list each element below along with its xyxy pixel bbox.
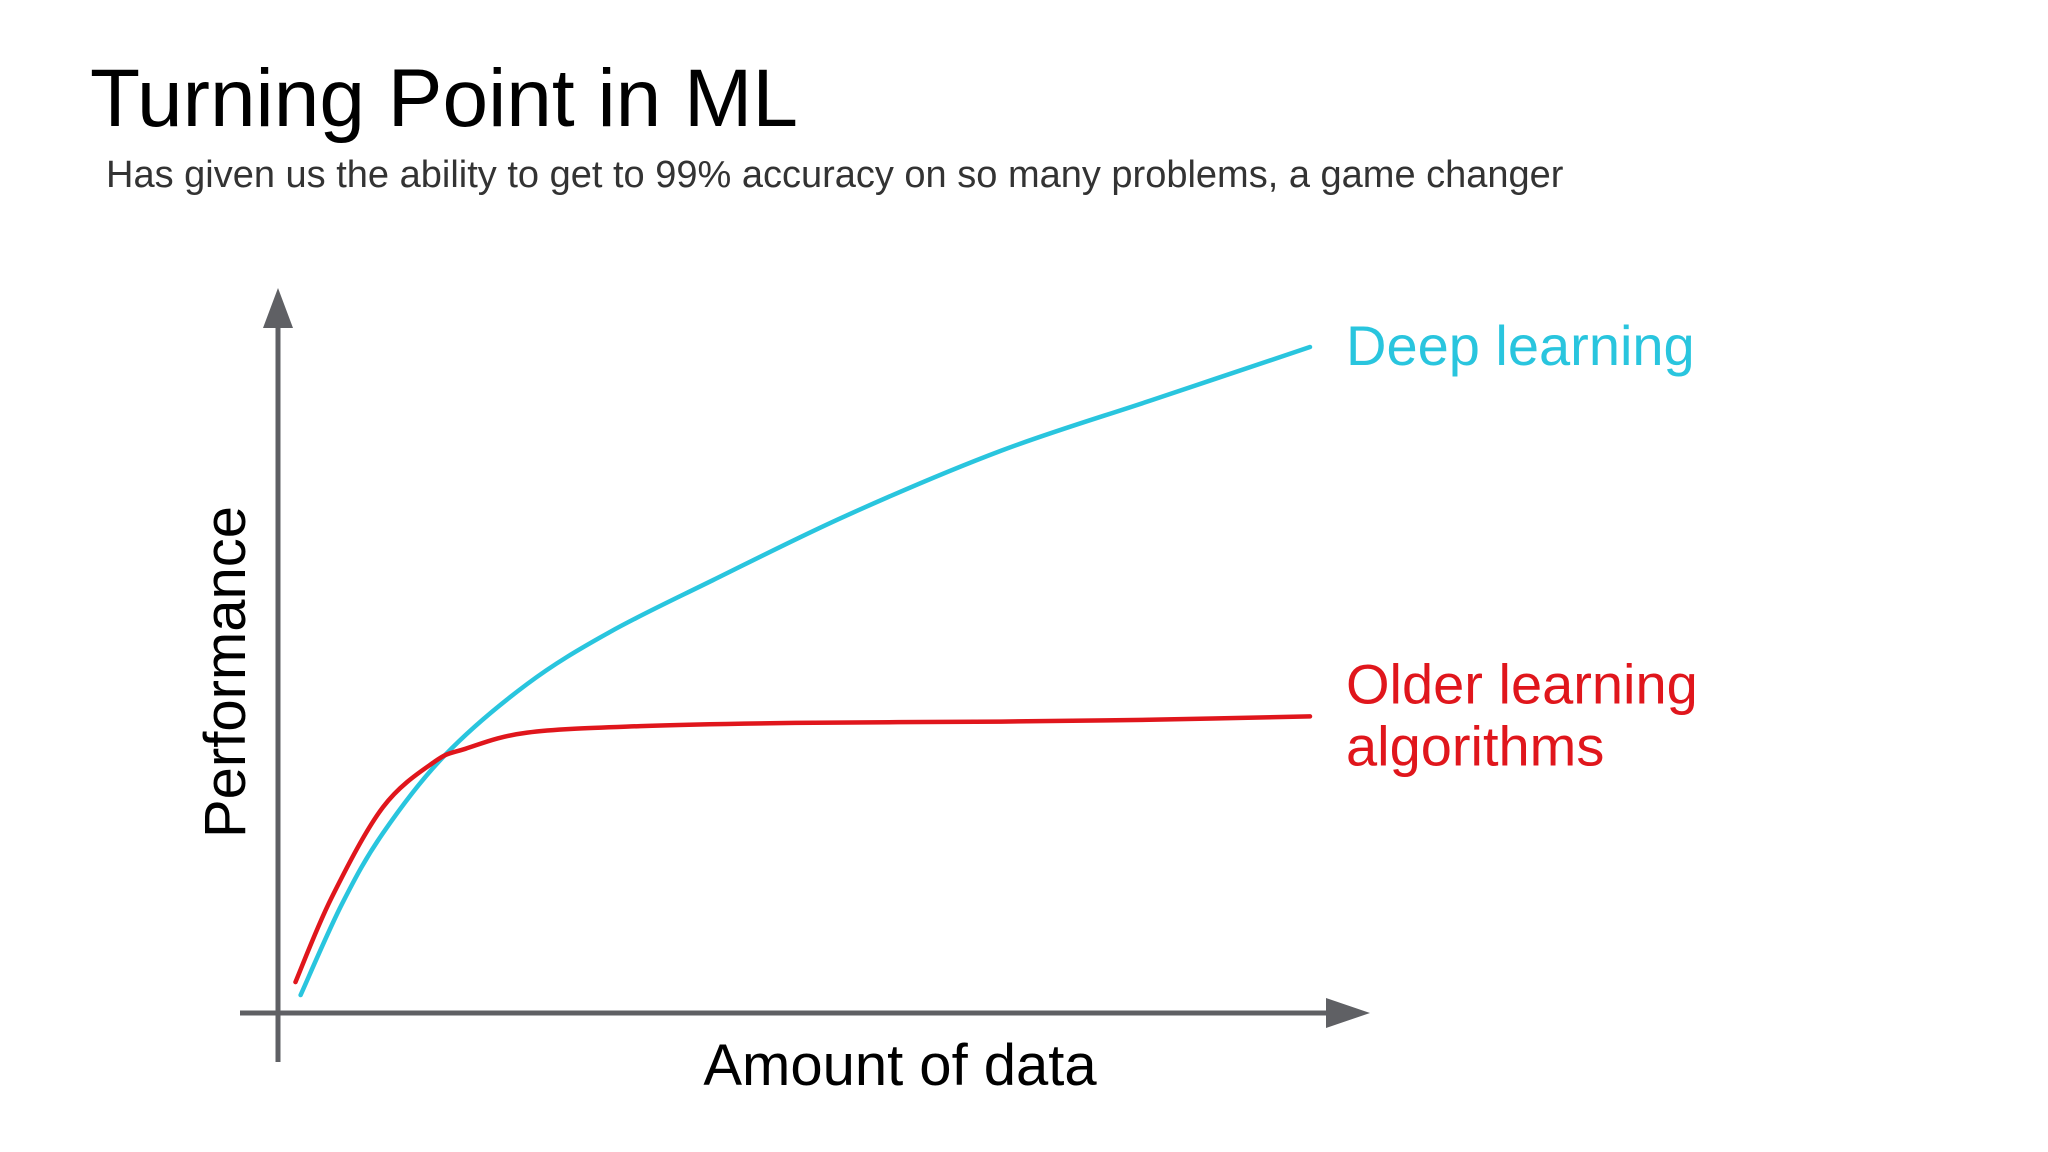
series-line-older-learning-algorithms: [293, 714, 1313, 985]
chart-labels: Amount of data Performance Deep learning Ol…: [193, 314, 1698, 1098]
x-axis-label: Amount of data: [703, 1033, 1097, 1098]
series-label-line-older-learning-algorithms-1: algorithms: [1346, 714, 1604, 777]
series-label-older-learning-algorithms: Older learning algorithms: [1346, 652, 1698, 777]
slide-title: Turning Point in ML: [90, 53, 798, 144]
y-axis-arrow-icon: [263, 288, 293, 328]
series-label-deep-learning: Deep learning: [1346, 314, 1695, 377]
series-line-deep-learning: [298, 344, 1313, 998]
series-label-line-deep-learning-0: Deep learning: [1346, 314, 1695, 377]
chart-series: [293, 344, 1313, 998]
chart-axes: [240, 288, 1370, 1062]
x-axis-arrow-icon: [1326, 998, 1370, 1028]
series-label-line-older-learning-algorithms-0: Older learning: [1346, 652, 1698, 715]
slide-subtitle: Has given us the ability to get to 99% a…: [106, 154, 1564, 196]
y-axis-label: Performance: [193, 506, 258, 838]
